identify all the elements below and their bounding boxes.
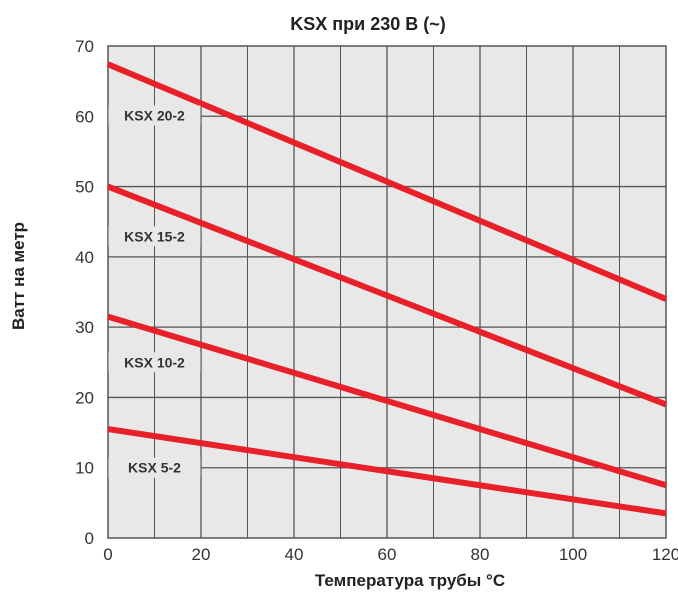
x-tick-label: 20 [192,545,211,564]
series-label-bg [108,352,201,373]
series-label-ksx-10-2: KSX 10-2 [124,354,185,370]
y-tick-label: 30 [75,318,94,337]
series-line-ksx-20-2 [106,61,668,302]
chart-title: KSX при 230 В (~) [290,14,445,34]
x-tick-label: 120 [652,545,678,564]
x-tick-label: 60 [378,545,397,564]
y-tick-label: 60 [75,107,94,126]
series-label-ksx-15-2: KSX 15-2 [124,228,185,244]
y-tick-label: 0 [85,529,94,548]
series-label-bg [108,226,201,247]
series-labels: KSX 20-2 KSX 15-2 KSX 10-2 KSX 5-2 [108,105,201,478]
series-line-ksx-5-2 [107,426,667,517]
x-tick-label: 100 [559,545,587,564]
y-axis-ticks: 0 10 20 30 40 50 60 70 [75,37,94,548]
x-tick-label: 40 [285,545,304,564]
series-label-ksx-5-2: KSX 5-2 [128,460,181,476]
series-line-ksx-10-2 [107,313,667,489]
series-label-ksx-20-2: KSX 20-2 [124,107,185,123]
x-tick-label: 80 [471,545,490,564]
grid [108,46,666,538]
y-axis-label: Ватт на метр [9,222,28,330]
y-tick-label: 50 [75,178,94,197]
series-line-ksx-15-2 [106,183,668,408]
y-tick-label: 10 [75,459,94,478]
x-axis-label: Температура трубы °C [315,571,505,590]
series-label-bg [108,457,201,478]
x-axis-ticks: 0 20 40 60 80 100 120 [103,545,678,564]
series-lines [106,61,668,517]
y-tick-label: 40 [75,248,94,267]
y-tick-label: 20 [75,388,94,407]
x-tick-label: 0 [103,545,112,564]
series-label-bg [108,105,201,126]
y-tick-label: 70 [75,37,94,56]
